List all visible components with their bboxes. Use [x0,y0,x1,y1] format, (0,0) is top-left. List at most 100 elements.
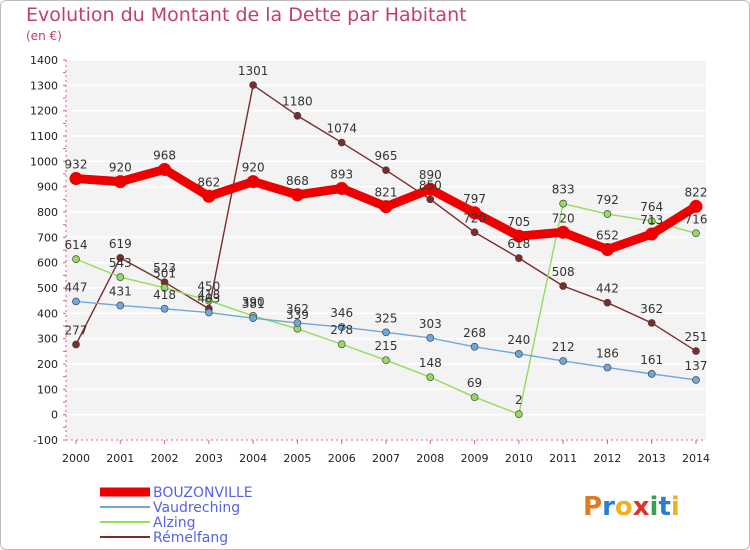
data-point [603,298,612,307]
data-point [335,181,349,195]
data-label: 325 [375,311,398,325]
data-point [202,189,216,203]
data-label: 403 [197,292,220,306]
data-label: 277 [65,323,88,337]
data-label: 251 [685,330,708,344]
data-point [290,188,304,202]
data-label: 614 [65,238,88,252]
data-point [468,206,482,220]
data-point [603,363,612,372]
data-label: 652 [596,228,619,242]
x-tick-label: 2008 [416,452,444,465]
data-point [379,200,393,214]
x-tick-label: 2004 [239,452,267,465]
data-label: 447 [65,280,88,294]
data-point [72,340,80,349]
y-tick-label: 1400 [30,54,58,67]
x-tick-label: 2011 [549,452,577,465]
data-label: 821 [375,186,398,200]
data-point [160,283,169,292]
data-label: 932 [65,158,88,172]
data-label: 450 [197,280,220,294]
x-tick-label: 2014 [682,452,710,465]
data-point [426,373,435,382]
data-point [249,314,257,322]
data-label: 278 [330,323,353,337]
proxiti-logo: Proxiti [583,492,680,522]
y-tick-label: 500 [37,282,58,295]
data-label: 890 [419,168,442,182]
data-label: 716 [685,212,708,226]
data-point [72,255,80,263]
data-label: 418 [197,288,220,302]
data-point [603,210,612,218]
data-point [246,175,260,189]
data-label: 713 [640,213,663,227]
data-label: 543 [109,256,132,270]
data-point [559,199,567,208]
data-point [337,138,346,147]
data-point [556,225,570,239]
x-tick-label: 2005 [283,452,311,465]
y-tick-label: 0 [51,409,58,422]
data-point [113,175,127,189]
data-label: 215 [375,339,398,353]
data-point [426,334,435,342]
data-label: 920 [109,161,132,175]
data-label: 833 [552,183,575,197]
data-label: 705 [507,215,530,229]
x-tick-label: 2007 [372,452,400,465]
data-point [692,376,700,384]
data-point [470,228,479,237]
data-label: 523 [153,261,176,275]
data-label: 862 [197,175,220,189]
data-label: 303 [419,317,442,331]
data-point [293,111,302,120]
y-tick-label: 600 [37,257,58,270]
data-point [470,393,479,402]
series-alzing [72,199,700,419]
data-label: 268 [463,326,486,340]
x-tick-label: 2010 [505,452,533,465]
data-point [382,166,390,175]
y-tick-label: 400 [37,307,58,320]
data-point [689,199,703,213]
x-tick-label: 2012 [593,452,621,465]
data-point [647,319,656,327]
data-point [116,254,125,262]
data-point [116,301,125,310]
series-bouzonville [69,162,703,256]
data-label: 1180 [282,95,313,109]
legend-label: Rémelfang [153,530,228,546]
data-label: 501 [153,267,176,281]
data-label: 618 [507,237,530,251]
y-tick-label: 1100 [30,130,58,143]
x-tick-label: 2002 [151,452,179,465]
legend-label: Vaudreching [153,500,240,516]
data-point [158,162,172,176]
y-tick-label: 200 [37,358,58,371]
data-point [559,282,567,290]
data-point [692,347,700,355]
data-label: 362 [640,302,663,316]
y-tick-label: 300 [37,333,58,346]
y-tick-label: 800 [37,206,58,219]
data-label: 1301 [238,64,269,78]
data-label: 148 [419,356,442,370]
data-label: 720 [552,211,575,225]
data-label: 720 [463,211,486,225]
data-point [647,217,656,225]
data-point [72,297,80,306]
data-label: 508 [552,265,575,279]
data-point [515,254,523,262]
y-tick-label: 900 [37,181,58,194]
data-point [337,340,346,349]
data-label: 362 [286,302,309,316]
data-label: 968 [153,148,176,162]
x-tick-label: 2003 [195,452,223,465]
legend-label: BOUZONVILLE [153,485,253,501]
data-label: 240 [507,333,530,347]
data-label: 212 [552,340,575,354]
data-label: 442 [596,282,619,296]
